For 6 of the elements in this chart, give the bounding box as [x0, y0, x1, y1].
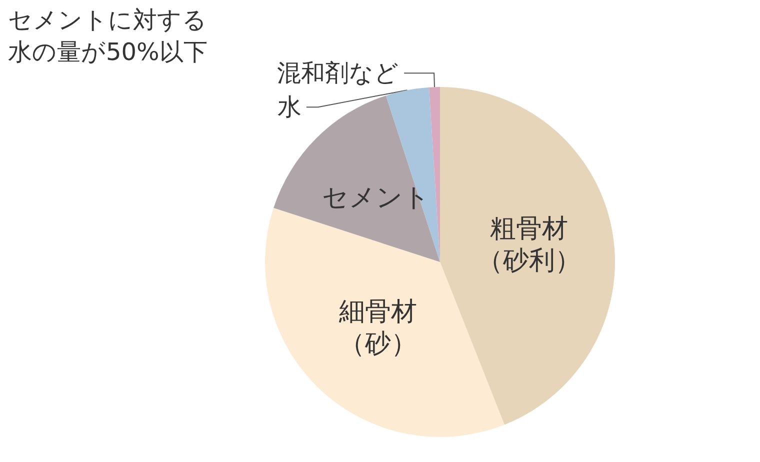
slice-label: 水: [277, 93, 302, 122]
slice-label: 混和剤など: [277, 59, 400, 88]
text: セメントに対する水の量が50%以下: [8, 6, 208, 66]
slice-label: セメント: [322, 183, 430, 214]
slice-label: 細骨材（砂）: [338, 296, 418, 359]
slice-label: 粗骨材（砂利）: [476, 214, 581, 276]
